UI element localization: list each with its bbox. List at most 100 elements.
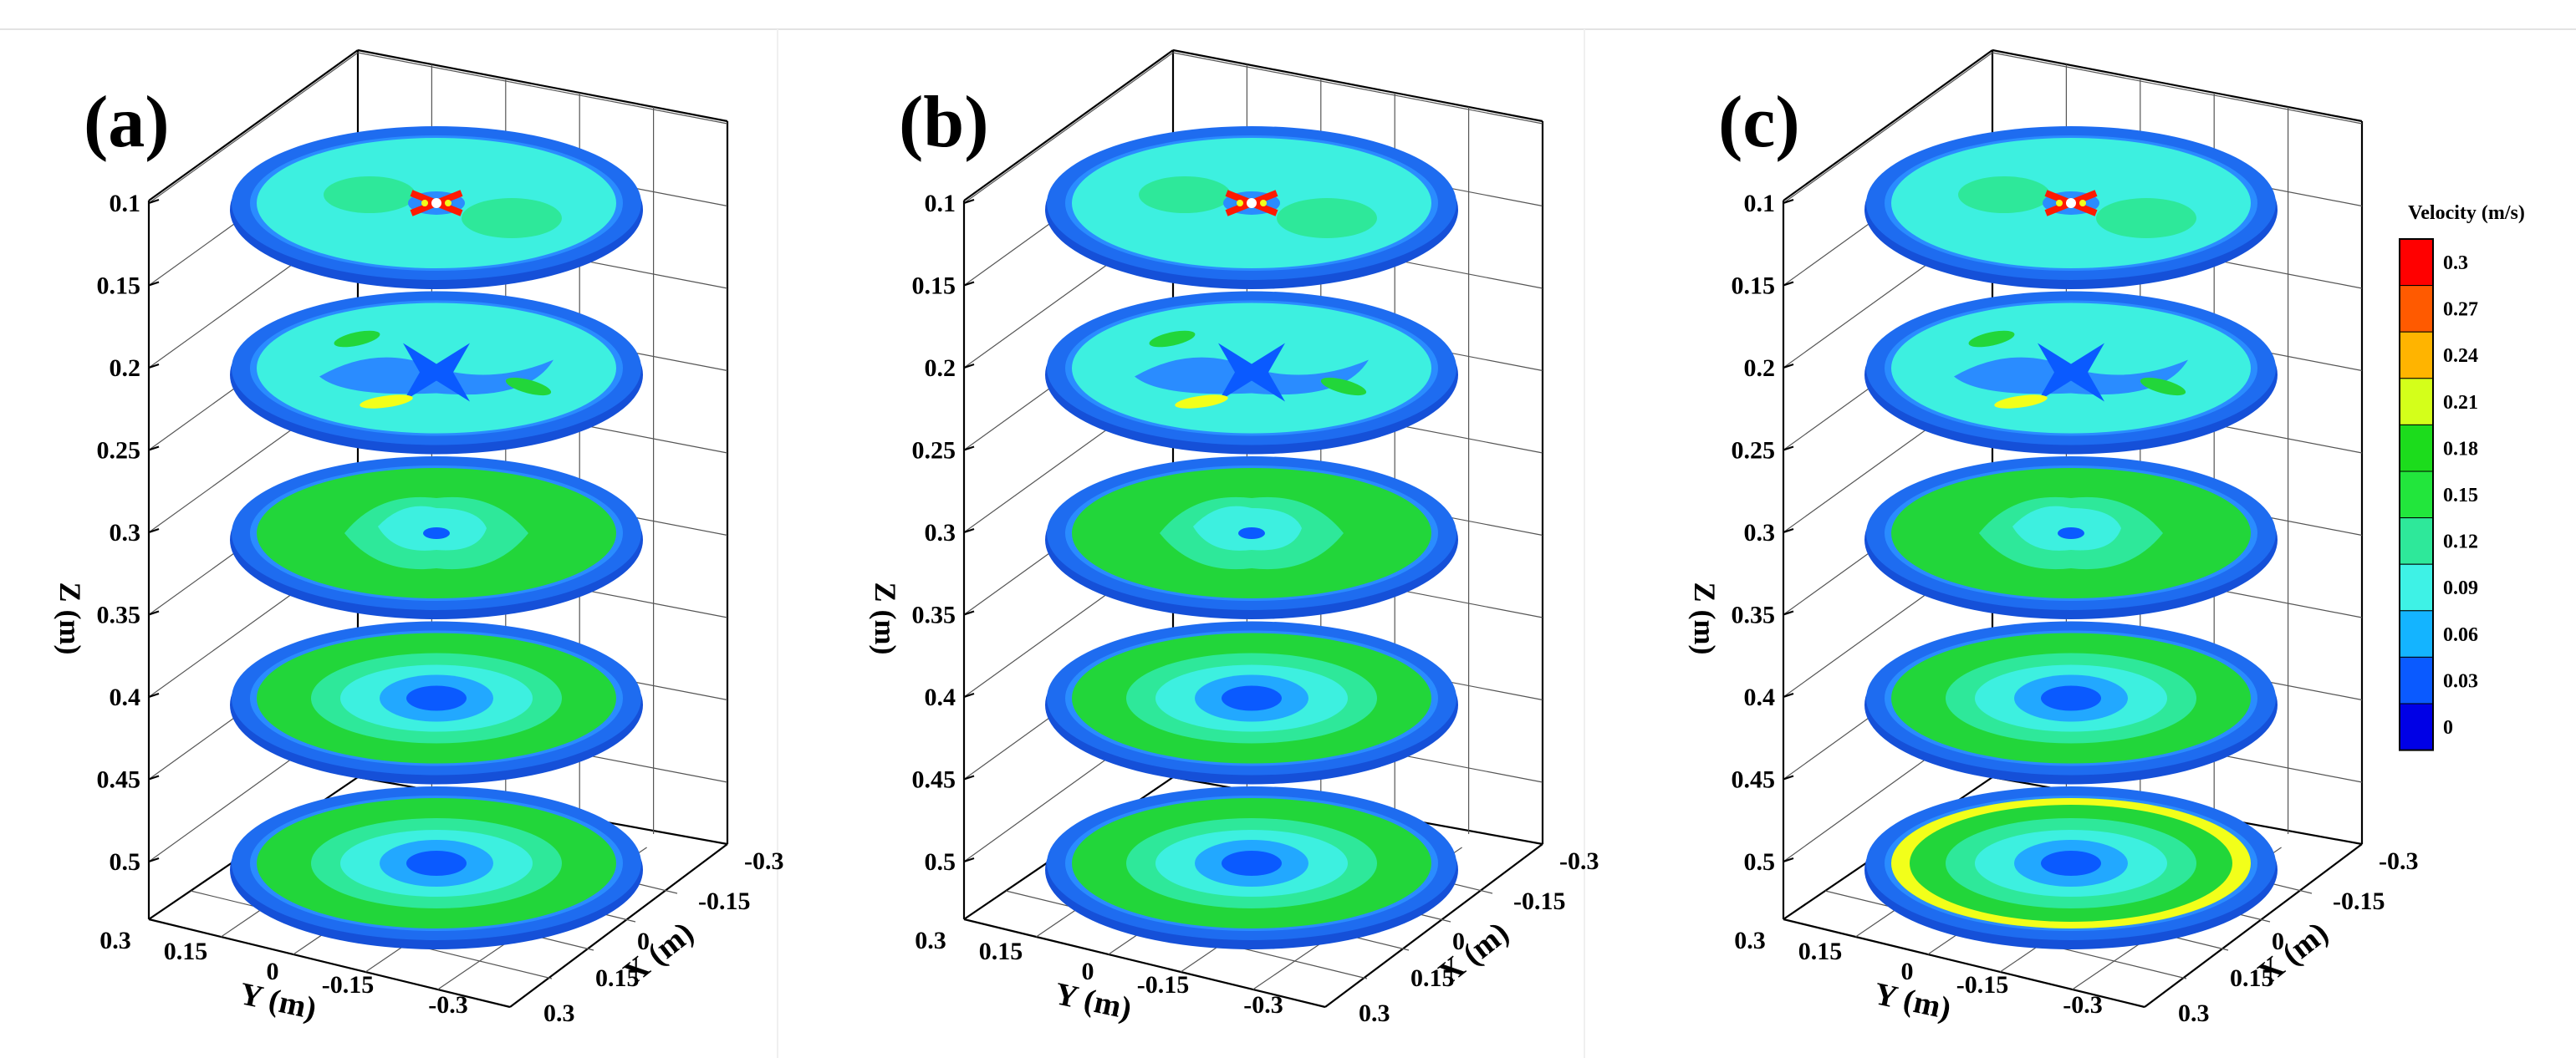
z-tick-mark <box>148 610 160 616</box>
slice-dark-core <box>423 527 450 539</box>
y-tick-label: 0.3 <box>1734 927 1766 954</box>
legend-level-label: 0.27 <box>2443 299 2478 321</box>
floor-front-edge <box>148 918 511 1009</box>
z-tick-label: 0.4 <box>110 684 141 711</box>
z-tick-label: 0.35 <box>97 602 141 629</box>
floor-front-edge <box>1783 918 2145 1009</box>
z-tick-label: 0.45 <box>97 766 141 794</box>
velocity-slice-z0.2 <box>230 291 643 455</box>
z-tick-mark <box>1783 610 1794 616</box>
z-tick-mark <box>148 692 160 699</box>
slice-green-patch <box>2096 198 2196 238</box>
velocity-slice-z0.5 <box>1045 786 1458 949</box>
panel-a: (a) 0.1 0.15 0.2 0.25 0.3 0.35 0.4 0.45 0.5 Z (m) 0… <box>54 48 784 1027</box>
panel-label: (b) <box>899 82 989 163</box>
z-tick-label: 0.4 <box>1744 684 1776 711</box>
z-tick-label: 0.1 <box>1744 190 1776 217</box>
x-tick-label: 0.3 <box>543 1000 575 1027</box>
x-tick-label: -0.15 <box>698 888 751 915</box>
top-back-edge <box>357 48 728 123</box>
legend-level-label: 0.06 <box>2443 624 2478 646</box>
z-tick-label: 0.35 <box>912 602 956 629</box>
y-tick-label: 0.3 <box>915 927 946 954</box>
y-tick-label: 0 <box>1082 958 1094 985</box>
velocity-slice-z0.2 <box>1045 291 1458 455</box>
x-tick-label: -0.3 <box>744 847 784 875</box>
velocity-legend: Velocity (m/s) 0.3 0.27 0.24 0.21 0.18 0.15 0.1… <box>2399 202 2525 751</box>
slice-dark-core <box>2041 685 2101 711</box>
legend-level-label: 0.18 <box>2443 438 2478 460</box>
slice-green-streak <box>334 330 380 348</box>
slice-green-streak <box>1968 330 2015 348</box>
panel-label: (a) <box>84 82 170 163</box>
z-tick-mark <box>1783 692 1794 699</box>
x-tick-label: 0.3 <box>1359 1000 1390 1027</box>
impeller-hub <box>431 198 441 208</box>
z-tick-label: 0.15 <box>97 272 141 300</box>
z-axis-title: Z (m) <box>869 582 902 655</box>
z-tick-label: 0.1 <box>925 190 956 217</box>
z-tick-mark <box>148 527 160 534</box>
legend-swatch <box>2399 656 2434 704</box>
z-grid-left <box>963 52 1174 204</box>
slice-yellow-streak <box>1175 394 1228 409</box>
z-axis-title: Z (m) <box>54 582 87 655</box>
top-back-edge <box>1172 48 1543 123</box>
legend-swatch <box>2399 238 2434 287</box>
impeller-hub <box>2066 198 2076 208</box>
y-tick-label: 0.15 <box>979 938 1023 965</box>
top-left-edge <box>1783 49 1993 201</box>
z-tick-label: 0.5 <box>1744 848 1776 876</box>
y-tick-label: -0.3 <box>2063 991 2103 1019</box>
z-tick-label: 0.3 <box>1744 519 1776 547</box>
legend-swatch <box>2399 517 2434 565</box>
legend-level-label: 0.09 <box>2443 577 2478 599</box>
z-tick-mark <box>1783 857 1794 863</box>
legend-level-label: 0 <box>2443 717 2453 739</box>
slice-yellow-streak <box>360 394 413 409</box>
floor-right-edge <box>509 843 728 1008</box>
z-tick-label: 0.2 <box>925 354 956 382</box>
z-tick-label: 0.25 <box>97 437 141 465</box>
slice-dark-star <box>403 343 470 402</box>
z-tick-mark <box>1783 281 1794 287</box>
x-tick-label: 0 <box>2272 928 2284 955</box>
y-tick-label: -0.15 <box>1137 971 1190 999</box>
z-tick-mark <box>963 857 975 863</box>
slice-dark-core <box>1222 851 1282 876</box>
z-tick-mark <box>963 610 975 616</box>
velocity-slice-z0.4 <box>1864 621 2278 785</box>
x-axis-title: X (m) <box>2252 915 2335 991</box>
legend-title: Velocity (m/s) <box>2408 202 2525 224</box>
x-axis-title: X (m) <box>617 915 701 991</box>
x-tick-label: 0.15 <box>2230 964 2274 992</box>
velocity-slice-z0.1 <box>1045 126 1458 289</box>
slice-green-patch <box>1277 198 1377 238</box>
z-tick-label: 0.3 <box>110 519 141 547</box>
panel-b: (b) 0.1 0.15 0.2 0.25 0.3 0.35 0.4 0.45 0.5 Z (m) 0… <box>869 48 1599 1027</box>
legend-level-label: 0.21 <box>2443 392 2478 414</box>
y-tick-label: -0.3 <box>1243 991 1283 1019</box>
z-tick-mark <box>1783 445 1794 451</box>
velocity-slice-z0.4 <box>1045 621 1458 785</box>
legend-level-label: 0.24 <box>2443 345 2478 367</box>
y-tick-label: 0.15 <box>164 938 208 965</box>
top-left-edge <box>963 49 1174 201</box>
x-tick-label: 0 <box>1452 928 1465 955</box>
slice-dark-core <box>406 851 467 876</box>
z-tick-mark <box>1783 198 1794 205</box>
slice-green-streak <box>505 377 552 396</box>
panel-c: (c) 0.1 0.15 0.2 0.25 0.3 0.35 0.4 0.45 0.5 Z (m) 0… <box>1688 48 2419 1027</box>
velocity-slice-z0.5 <box>1864 786 2278 949</box>
z-tick-mark <box>963 281 975 287</box>
velocity-slice-z0.3 <box>1045 456 1458 619</box>
x-tick-label: 0.15 <box>1410 964 1455 992</box>
y-tick-label: -0.15 <box>322 971 375 999</box>
z-tick-mark <box>963 445 975 451</box>
slice-green-streak <box>1149 330 1196 348</box>
x-tick-label: -0.3 <box>1559 847 1599 875</box>
impeller-tip <box>2079 200 2086 206</box>
slice-green-patch <box>324 176 416 213</box>
slice-dark-core <box>406 685 467 711</box>
